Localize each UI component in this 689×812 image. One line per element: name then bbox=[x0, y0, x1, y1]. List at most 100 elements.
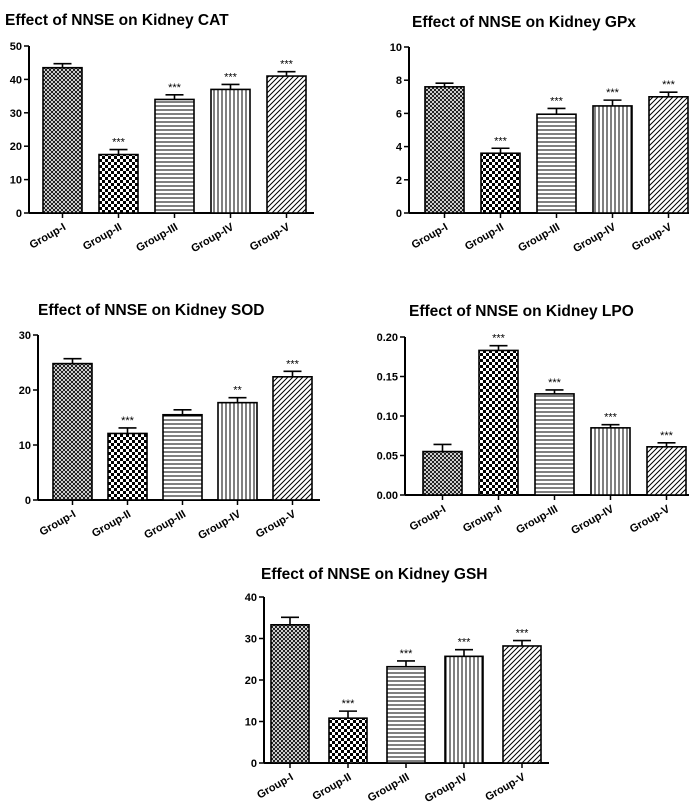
y-tick-label: 40 bbox=[245, 592, 257, 604]
x-tick-label: Group-II bbox=[461, 503, 504, 535]
bar-group-ii bbox=[328, 717, 368, 764]
x-tick-label: Group-V bbox=[483, 771, 528, 804]
y-tick-label: 2 bbox=[396, 175, 402, 187]
chart-title: Effect of NNSE on Kidney CAT bbox=[5, 12, 229, 29]
significance-label: *** bbox=[494, 135, 508, 147]
x-tick-label: Group-II bbox=[81, 221, 124, 253]
error-bar bbox=[657, 442, 676, 447]
bar-group-i bbox=[422, 450, 463, 496]
chart-title: Effect of NNSE on Kidney GSH bbox=[261, 566, 488, 583]
bar-group-ii bbox=[98, 153, 139, 214]
x-tick-label: Group-V bbox=[628, 503, 673, 536]
significance-label: *** bbox=[548, 377, 562, 389]
x-tick-label: Group-I bbox=[28, 221, 68, 251]
y-tick-label: 0.00 bbox=[377, 490, 398, 502]
bar-group-iv bbox=[592, 105, 633, 214]
x-tick-label: Group-III bbox=[366, 771, 412, 804]
bar-group-iv bbox=[217, 401, 258, 501]
error-bar bbox=[281, 616, 299, 625]
error-bar bbox=[397, 660, 415, 667]
y-tick-label: 50 bbox=[10, 41, 22, 53]
significance-label: ** bbox=[233, 385, 242, 397]
error-bar bbox=[221, 83, 240, 90]
error-bar bbox=[455, 648, 473, 657]
error-bar bbox=[118, 427, 137, 434]
y-tick-label: 0 bbox=[251, 758, 257, 770]
error-bar bbox=[513, 639, 531, 646]
error-bar bbox=[435, 82, 454, 87]
bar-group-v bbox=[646, 446, 687, 496]
bar-group-i bbox=[42, 66, 83, 214]
chart-kidney-sod: Effect of NNSE on Kidney SOD 0 10 20 30 Group… bbox=[19, 302, 320, 542]
x-tick-label: Group-III bbox=[134, 221, 180, 254]
x-tick-label: Group-III bbox=[514, 503, 560, 536]
x-tick-label: Group-IV bbox=[571, 221, 618, 255]
y-tick-label: 20 bbox=[19, 385, 31, 397]
x-tick-label: Group-II bbox=[90, 508, 133, 540]
error-bar bbox=[491, 147, 510, 154]
error-bar bbox=[339, 710, 357, 719]
error-bar bbox=[489, 344, 508, 351]
error-bar bbox=[277, 70, 296, 77]
error-bar bbox=[283, 370, 302, 377]
chart-title: Effect of NNSE on Kidney LPO bbox=[409, 303, 634, 320]
significance-label: *** bbox=[492, 333, 506, 345]
x-tick-label: Group-IV bbox=[423, 771, 470, 805]
y-tick-label: 0.15 bbox=[377, 372, 398, 384]
error-bar bbox=[659, 91, 678, 97]
x-tick-label: Group-IV bbox=[189, 221, 236, 255]
error-bar bbox=[109, 148, 128, 155]
bar-group-i bbox=[52, 362, 93, 501]
significance-label: *** bbox=[660, 430, 674, 442]
y-tick-label: 0.10 bbox=[377, 411, 398, 423]
error-bar bbox=[53, 62, 72, 68]
bar-group-v bbox=[266, 75, 307, 214]
x-tick-label: Group-I bbox=[410, 221, 450, 251]
x-tick-label: Group-II bbox=[463, 221, 506, 253]
chart-title: Effect of NNSE on Kidney GPx bbox=[412, 14, 636, 31]
bar-group-iv bbox=[210, 88, 251, 214]
bar-group-v bbox=[272, 376, 313, 501]
y-tick-label: 10 bbox=[390, 42, 402, 54]
error-bar bbox=[433, 443, 452, 452]
y-tick-label: 30 bbox=[19, 330, 31, 342]
y-tick-label: 8 bbox=[396, 75, 402, 87]
x-tick-label: Group-V bbox=[248, 221, 293, 254]
significance-label: *** bbox=[606, 87, 620, 99]
x-tick-label: Group-IV bbox=[569, 503, 616, 537]
bar-group-iii bbox=[154, 98, 195, 214]
bar-group-iii bbox=[162, 413, 203, 501]
bar-group-iv bbox=[590, 427, 631, 496]
error-bar bbox=[63, 357, 82, 364]
error-bar bbox=[545, 389, 564, 394]
error-bar bbox=[601, 423, 620, 428]
bar-group-iii bbox=[534, 393, 575, 496]
chart-title: Effect of NNSE on Kidney SOD bbox=[38, 302, 265, 319]
y-tick-label: 0 bbox=[16, 208, 22, 220]
x-tick-label: Group-IV bbox=[196, 508, 243, 542]
significance-label: *** bbox=[280, 59, 294, 71]
error-bar bbox=[547, 107, 566, 115]
error-bar bbox=[228, 396, 247, 403]
y-tick-label: 10 bbox=[10, 175, 22, 187]
chart-kidney-cat: Effect of NNSE on Kidney CAT 0 10 20 30 40 50 G… bbox=[5, 12, 314, 255]
x-tick-label: Group-III bbox=[516, 221, 562, 254]
chart-kidney-gpx: Effect of NNSE on Kidney GPx 0 2 4 6 8 10 Group… bbox=[390, 14, 689, 255]
significance-label: *** bbox=[604, 412, 618, 424]
significance-label: *** bbox=[286, 358, 300, 370]
significance-label: *** bbox=[516, 628, 530, 640]
y-tick-label: 0.05 bbox=[377, 451, 398, 463]
bar-group-iii bbox=[386, 665, 426, 764]
y-tick-label: 30 bbox=[10, 108, 22, 120]
y-tick-label: 0 bbox=[396, 208, 402, 220]
bar-group-ii bbox=[480, 152, 521, 214]
x-tick-label: Group-I bbox=[408, 503, 448, 533]
significance-label: *** bbox=[342, 698, 356, 710]
x-tick-label: Group-I bbox=[38, 508, 78, 538]
bar-group-ii bbox=[107, 432, 148, 501]
x-tick-label: Group-I bbox=[255, 771, 295, 801]
y-tick-label: 40 bbox=[10, 74, 22, 86]
y-tick-label: 0 bbox=[25, 495, 31, 507]
y-tick-label: 20 bbox=[245, 675, 257, 687]
bar-group-iv bbox=[444, 655, 484, 764]
